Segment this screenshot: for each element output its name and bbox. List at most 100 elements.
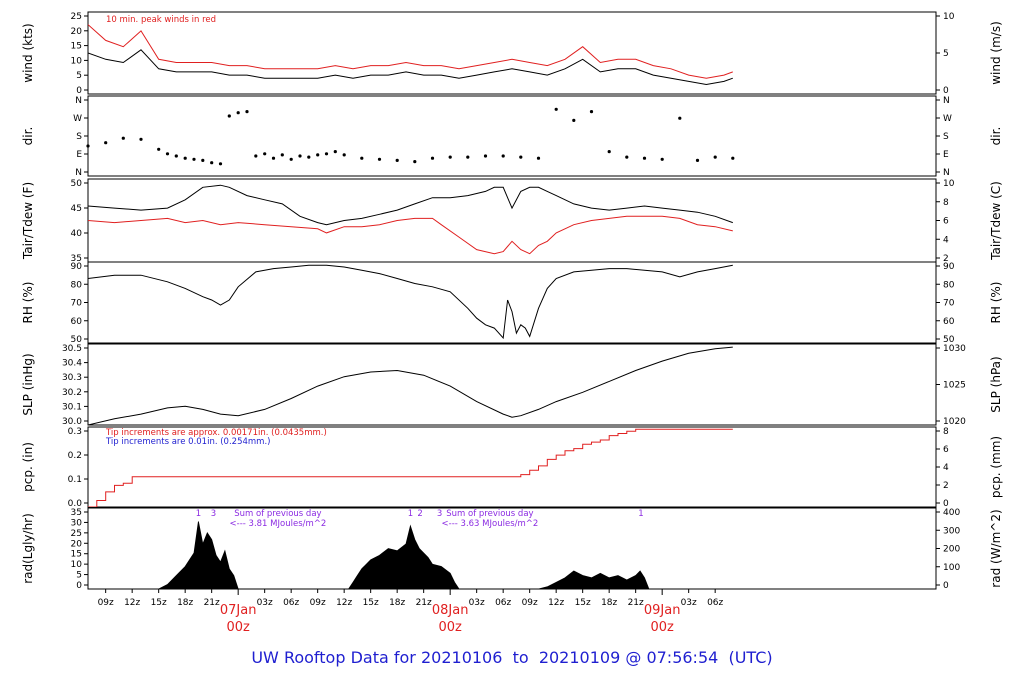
series-radiation: [88, 521, 733, 589]
direction-point: [192, 157, 196, 161]
panel-frame: [87, 95, 937, 177]
left-tick-label: 20: [71, 539, 83, 549]
left-tick-label: 50: [71, 179, 83, 189]
time-tick-label: 12z: [336, 598, 352, 608]
left-tick-label: 0.3: [68, 427, 82, 437]
direction-point: [316, 153, 320, 157]
direction-point: [483, 154, 488, 158]
direction-point: [86, 144, 90, 148]
left-tick-label: 45: [71, 204, 82, 214]
right-tick-label: 0: [943, 499, 949, 509]
direction-point: [695, 158, 700, 162]
time-tick-label: 09z: [310, 598, 326, 608]
direction-point: [589, 110, 594, 114]
direction-point: [245, 110, 249, 114]
time-tick-label: 21z: [204, 598, 220, 608]
day-label-date: 08Jan: [432, 603, 469, 618]
left-tick-label: 35: [71, 254, 82, 264]
direction-point: [201, 158, 205, 162]
right-tick-label: 6: [943, 217, 949, 227]
left-tick-label: 40: [71, 229, 83, 239]
right-tick-label: 8: [943, 427, 949, 437]
day-label-time: 00z: [438, 620, 462, 635]
right-tick-label: 80: [943, 280, 955, 290]
left-axis-title: SLP (inHg): [21, 353, 35, 415]
left-tick-label: 35: [71, 508, 82, 518]
day-label-time: 00z: [226, 620, 250, 635]
series-peak: [88, 24, 733, 79]
direction-point: [377, 157, 382, 161]
direction-point: [324, 152, 329, 156]
direction-point: [625, 155, 629, 159]
time-tick-label: 18z: [177, 598, 193, 608]
title-tz: (UTC): [728, 648, 773, 667]
direction-point: [157, 147, 161, 151]
time-tick-label: 18z: [389, 598, 405, 608]
radiation-annotation: 3: [211, 509, 216, 519]
left-tick-label: 10: [71, 56, 83, 66]
time-tick-label: 09z: [98, 598, 114, 608]
left-tick-label: 70: [71, 299, 83, 309]
left-tick-label: W: [73, 114, 82, 124]
left-tick-label: 10: [71, 560, 83, 570]
right-tick-label: 4: [943, 463, 949, 473]
left-axis-title: dir.: [21, 127, 35, 146]
right-tick-label: 10: [943, 12, 955, 22]
time-tick-label: 12z: [548, 598, 564, 608]
direction-point: [572, 118, 576, 122]
direction-point: [289, 157, 293, 161]
left-tick-label: 30.4: [62, 359, 82, 369]
tip-increment-note: Tip increments are 0.01in. (0.254mm.): [105, 437, 270, 447]
direction-point: [227, 114, 231, 118]
title-at: @: [625, 648, 642, 667]
time-tick-label: 15z: [363, 598, 379, 608]
direction-point: [554, 107, 558, 111]
panel-annotation: 10 min. peak winds in red: [106, 15, 216, 25]
direction-point: [139, 137, 143, 141]
left-axis-title: pcp. (in): [21, 442, 35, 492]
radiation-annotation: 1: [196, 509, 201, 519]
radiation-annotation: 1: [408, 509, 413, 519]
left-tick-label: 30.0: [62, 417, 82, 427]
left-axis-title: rad(Lgly/hr): [21, 513, 35, 584]
radiation-annotation: 2: [417, 509, 422, 519]
right-tick-label: E: [943, 150, 949, 160]
tip-increment-note: Tip increments are approx. 0.00171in. (0…: [105, 428, 327, 438]
direction-point: [280, 153, 284, 157]
direction-point: [501, 154, 505, 158]
radiation-annotation: 1: [638, 509, 643, 519]
direction-point: [430, 156, 435, 160]
direction-point: [660, 157, 664, 161]
time-tick-label: 12z: [124, 598, 140, 608]
direction-point: [333, 150, 337, 154]
left-tick-label: E: [76, 150, 82, 160]
panel-rh: [84, 261, 940, 344]
time-tick-label: 03z: [681, 598, 697, 608]
left-tick-label: 15: [71, 550, 82, 560]
panel-frame: [87, 178, 937, 263]
right-tick-label: 60: [943, 317, 955, 327]
panel-pcp: [84, 426, 940, 508]
direction-point: [121, 136, 125, 140]
direction-point: [731, 156, 735, 160]
left-tick-label: 0: [76, 86, 82, 96]
left-tick-label: 30.2: [62, 388, 82, 398]
left-tick-label: 30.1: [62, 402, 82, 412]
right-axis-title: dir.: [989, 127, 1003, 146]
direction-point: [174, 154, 178, 158]
direction-point: [536, 156, 541, 160]
title-prefix: UW Rooftop Data for: [251, 648, 416, 667]
direction-point: [236, 111, 240, 115]
right-tick-label: N: [943, 168, 950, 178]
title-start-date: 20210106: [420, 648, 503, 667]
right-tick-label: S: [943, 132, 949, 142]
time-tick-label: 03z: [257, 598, 273, 608]
right-axis-title: Tair/Tdew (C): [989, 181, 1003, 261]
title-end-date: 20210109: [538, 648, 621, 667]
title-sep: to: [512, 648, 529, 667]
right-tick-label: N: [943, 96, 950, 106]
series-Tair: [88, 184, 733, 226]
panel-rad: [84, 507, 940, 590]
time-tick-label: 06z: [707, 598, 723, 608]
radiation-annotation: <--- 3.81 MJoules/m^2: [230, 519, 327, 529]
